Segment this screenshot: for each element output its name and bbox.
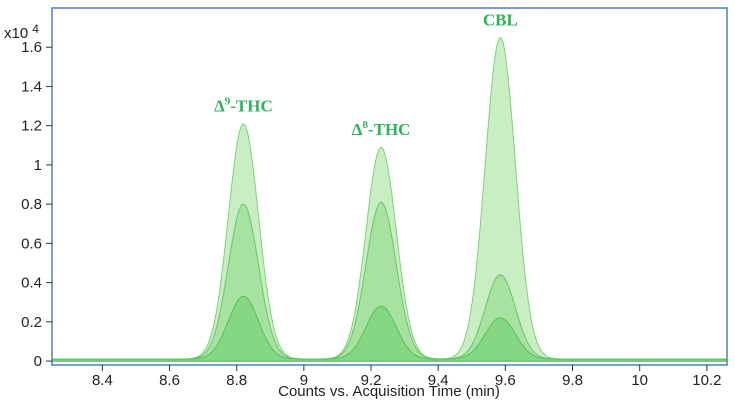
x-tick-label: 10 xyxy=(631,372,648,389)
plot-frame xyxy=(51,7,728,366)
peak-label-2: Δ8-THC xyxy=(352,119,411,139)
y-multiplier-label: x10 4 xyxy=(4,22,39,42)
y-tick-label: 1 xyxy=(34,157,42,174)
y-tick-label: 0 xyxy=(34,353,42,370)
x-axis-ticks: 8.4 8.6 8.8 9 9.2 9.4 9.6 9.8 10 10.2 xyxy=(92,365,721,389)
y-axis-ticks: 0 0.2 0.4 0.6 0.8 1 1.2 1.4 1.6 xyxy=(21,39,52,370)
x-tick-label: 8.6 xyxy=(159,372,180,389)
x-axis-title: Counts vs. Acquisition Time (min) xyxy=(278,383,500,400)
y-tick-label: 0.2 xyxy=(21,314,42,331)
x-tick-label: 9.8 xyxy=(562,372,583,389)
x-tick-label: 9 xyxy=(300,372,308,389)
y-tick-label: 1.4 xyxy=(21,78,42,95)
x-tick-label: 8.4 xyxy=(92,372,113,389)
y-tick-label: 0.8 xyxy=(21,196,42,213)
y-tick-label: 1.2 xyxy=(21,118,42,135)
y-tick-label: 1.6 xyxy=(21,39,42,56)
x-tick-label: 10.2 xyxy=(692,372,721,389)
x-tick-label: 9.2 xyxy=(361,372,382,389)
x-tick-label: 9.4 xyxy=(428,372,449,389)
y-tick-label: 0.4 xyxy=(21,275,42,292)
peak-areas xyxy=(51,36,728,362)
peak-area-layer-3 xyxy=(51,295,728,362)
peak-labels: Δ9-THC Δ8-THC CBL xyxy=(214,10,518,139)
peak-label-3: CBL xyxy=(483,10,518,29)
peak-label-1: Δ9-THC xyxy=(214,96,273,116)
x-tick-label: 9.6 xyxy=(495,372,516,389)
x-tick-label: 8.8 xyxy=(226,372,247,389)
y-tick-label: 0.6 xyxy=(21,235,42,252)
